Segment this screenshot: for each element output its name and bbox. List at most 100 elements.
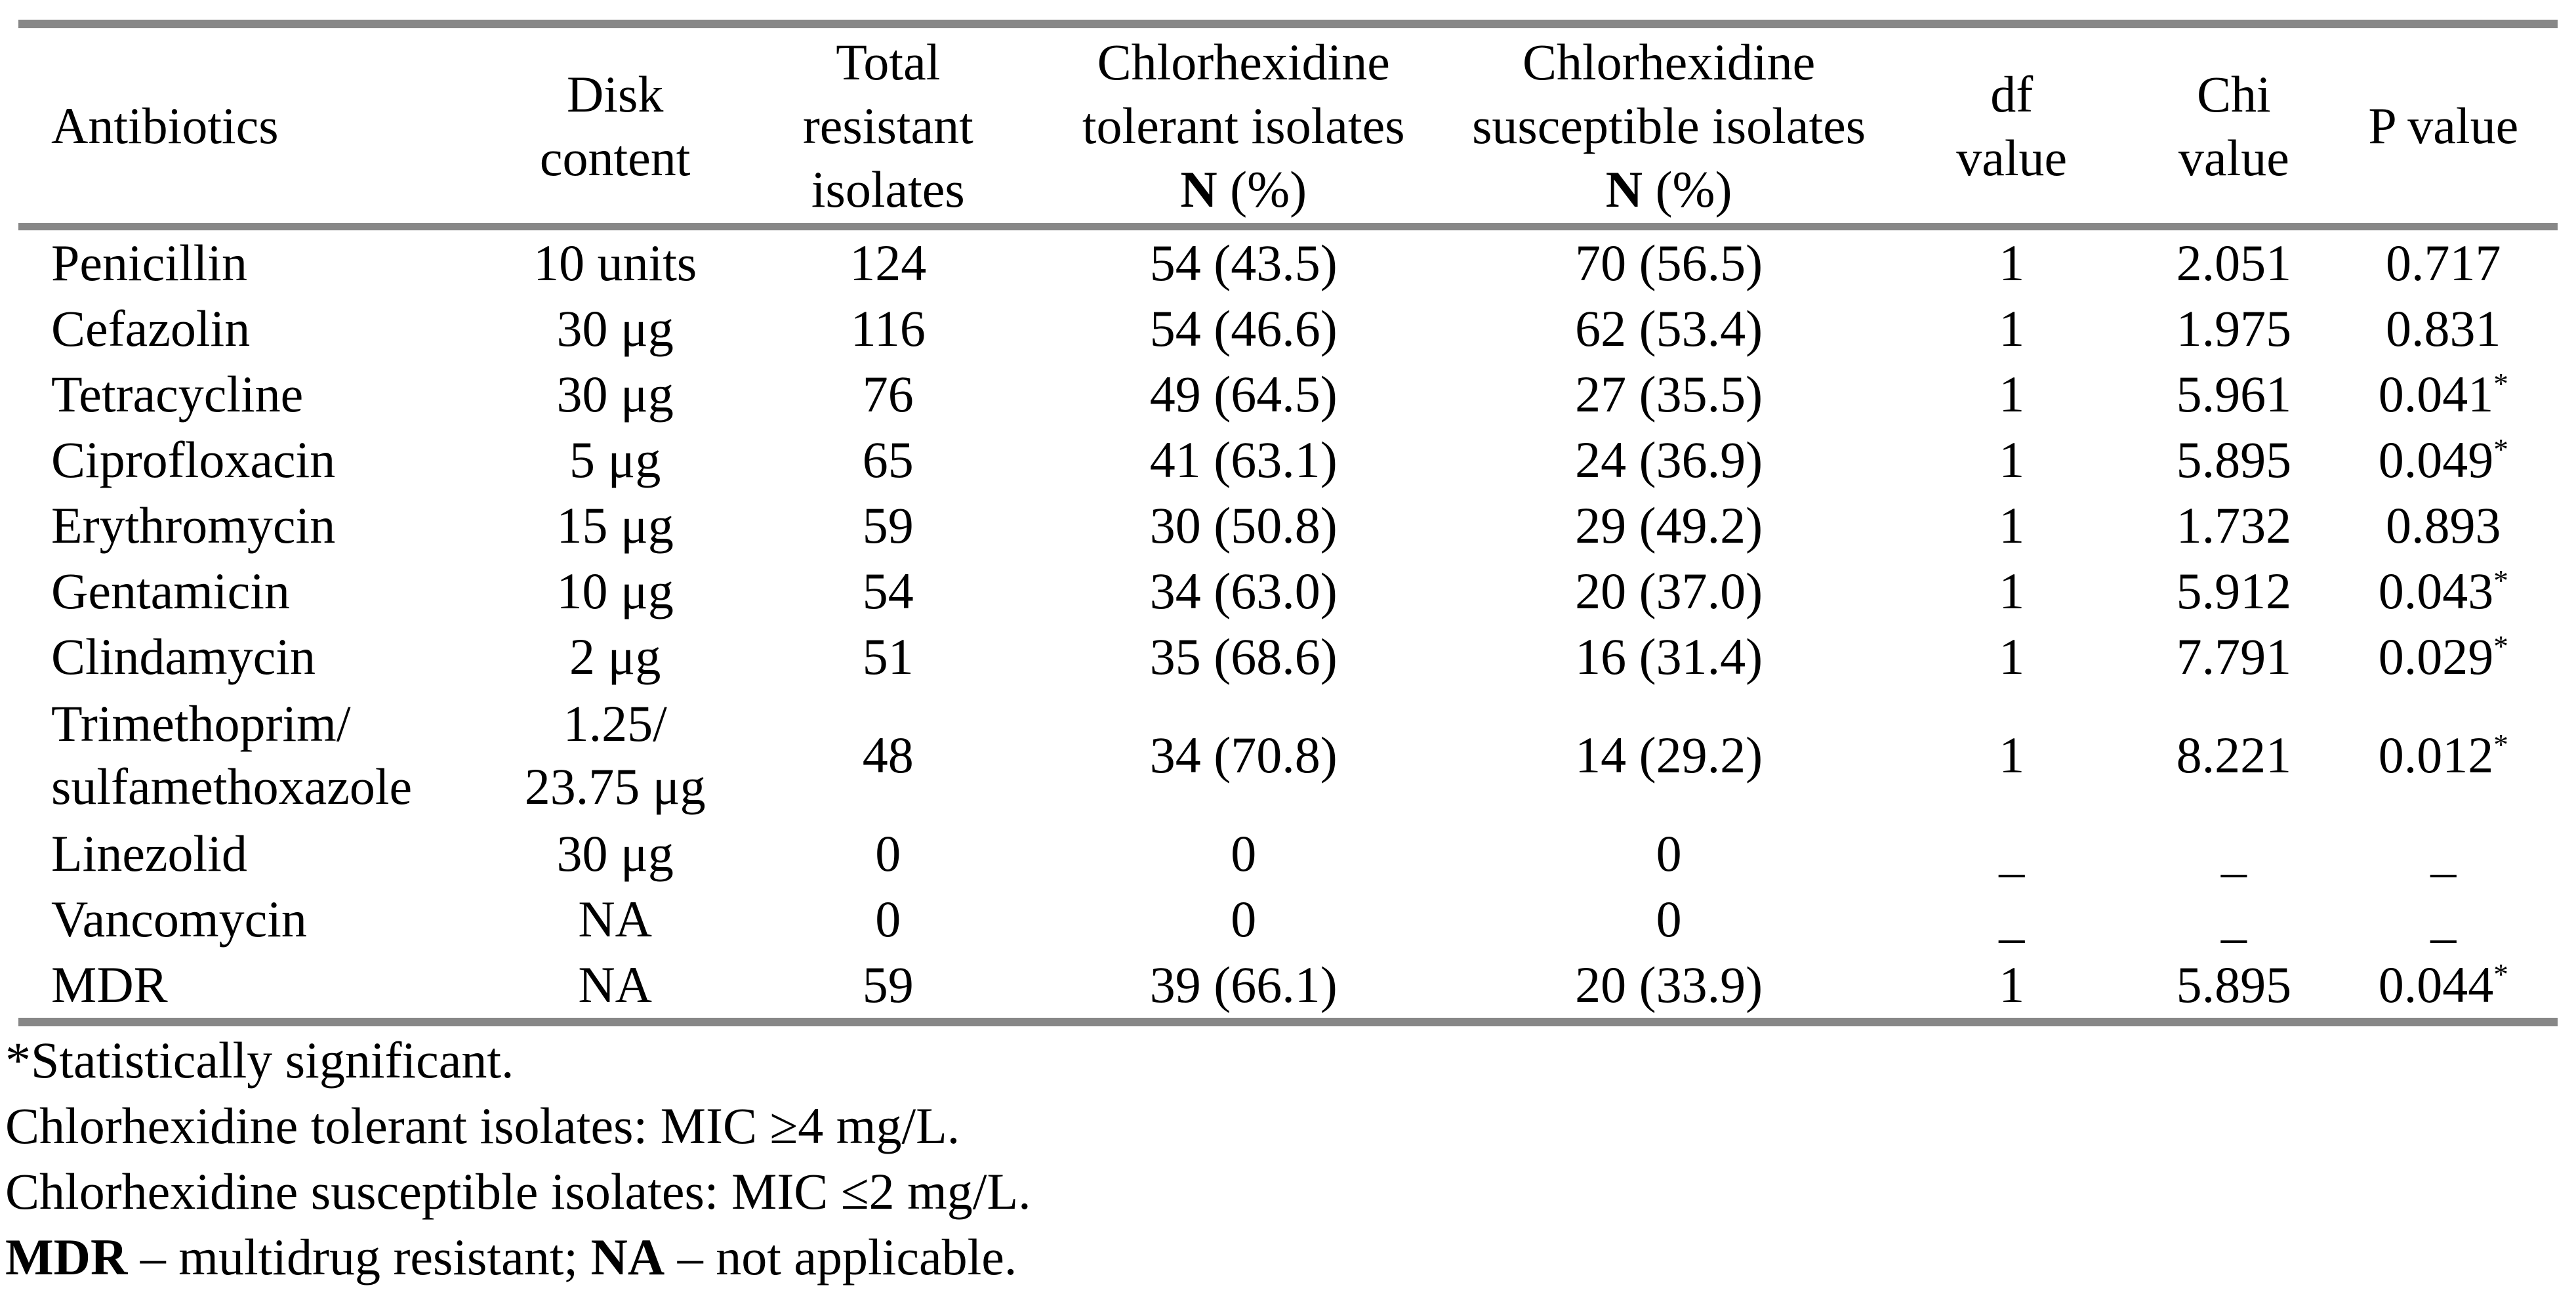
header-p-value: P value xyxy=(2329,24,2558,230)
table-row-gentamicin: Gentamicin 10 μg 54 34 (63.0) 20 (37.0) … xyxy=(18,558,2558,624)
cell-disk-content: NA xyxy=(578,890,652,948)
p-value-text: 0.044 xyxy=(2378,956,2494,1013)
cell-antibiotic: MDR xyxy=(51,956,168,1013)
footnote-susceptible-definition: Chlorhexidine susceptible isolates: MIC … xyxy=(5,1163,1031,1220)
table-wrap: Antibiotics Disk content Total resistant… xyxy=(18,20,2558,1026)
cell-total-resistant: 116 xyxy=(850,300,926,357)
cell-p-value: 0.044* xyxy=(2329,952,2558,1022)
pct-label: (%) xyxy=(1643,161,1732,218)
cell-antibiotic: Gentamicin xyxy=(51,562,290,619)
cell-tolerant: 41 (63.1) xyxy=(1149,431,1338,488)
cell-total-resistant: 124 xyxy=(849,234,927,291)
p-value-text: 0.049 xyxy=(2378,431,2494,488)
p-value-text: _ xyxy=(2430,890,2457,948)
header-row: Antibiotics Disk content Total resistant… xyxy=(18,24,2558,230)
cell-disk-content: 1.25/ 23.75 μg xyxy=(524,695,706,815)
cell-total-resistant: 59 xyxy=(862,956,914,1013)
cell-df: 1 xyxy=(1999,300,2025,357)
cell-susceptible: 24 (36.9) xyxy=(1575,431,1763,488)
significance-asterisk: * xyxy=(2493,564,2508,597)
cell-total-resistant: 59 xyxy=(862,497,914,554)
cell-chi: 2.051 xyxy=(2176,234,2292,291)
table-header: Antibiotics Disk content Total resistant… xyxy=(18,24,2558,230)
table-row-linezolid: Linezolid 30 μg 0 0 0 _ _ _ xyxy=(18,821,2558,887)
cell-df: 1 xyxy=(1999,366,2025,423)
cell-susceptible: 14 (29.2) xyxy=(1575,726,1763,784)
cell-disk-content: NA xyxy=(578,956,652,1013)
cell-tolerant: 35 (68.6) xyxy=(1149,628,1338,685)
footnote-tolerant-definition: Chlorhexidine tolerant isolates: MIC ≥4 … xyxy=(5,1097,960,1154)
mdr-definition: – multidrug resistant; xyxy=(127,1228,591,1286)
mdr-abbrev: MDR xyxy=(5,1228,128,1286)
significance-asterisk: * xyxy=(2493,630,2508,663)
header-tolerant-n-pct: N (%) xyxy=(1034,157,1453,221)
cell-disk-content: 10 units xyxy=(533,234,697,291)
cell-susceptible: 70 (56.5) xyxy=(1575,234,1763,291)
table-row-ciprofloxacin: Ciprofloxacin 5 μg 65 41 (63.1) 24 (36.9… xyxy=(18,427,2558,493)
cell-df: 1 xyxy=(1999,956,2025,1013)
cell-p-value: 0.029* xyxy=(2329,624,2558,690)
table-row-penicillin: Penicillin 10 units 124 54 (43.5) 70 (56… xyxy=(18,227,2558,297)
p-value-text: 0.831 xyxy=(2386,300,2501,357)
antibiotics-resistance-table: Antibiotics Disk content Total resistant… xyxy=(18,20,2558,1026)
cell-p-value: _ xyxy=(2329,887,2558,952)
cell-df: 1 xyxy=(1999,431,2025,488)
cell-p-value: 0.012* xyxy=(2329,690,2558,821)
cell-df: 1 xyxy=(1999,234,2025,291)
cell-p-value: 0.831 xyxy=(2329,296,2558,362)
header-df-value: df value xyxy=(1885,24,2139,230)
cell-total-resistant: 48 xyxy=(862,726,914,784)
cell-susceptible: 62 (53.4) xyxy=(1575,300,1763,357)
cell-antibiotic: Ciprofloxacin xyxy=(51,431,336,488)
cell-tolerant: 34 (70.8) xyxy=(1149,726,1338,784)
cell-disk-content: 10 μg xyxy=(556,562,674,619)
cell-p-value: _ xyxy=(2329,821,2558,887)
significance-asterisk: * xyxy=(2493,433,2508,466)
table-body: Penicillin 10 units 124 54 (43.5) 70 (56… xyxy=(18,227,2558,1022)
table-row-clindamycin: Clindamycin 2 μg 51 35 (68.6) 16 (31.4) … xyxy=(18,624,2558,690)
cell-chi: 5.912 xyxy=(2176,562,2292,619)
cell-antibiotic: Linezolid xyxy=(51,825,247,882)
cell-df: 1 xyxy=(1999,497,2025,554)
cell-disk-content: 15 μg xyxy=(556,497,674,554)
cell-disk-content: 30 μg xyxy=(556,366,674,423)
footnote-abbreviations: MDR – multidrug resistant; NA – not appl… xyxy=(5,1224,2558,1290)
cell-susceptible: 20 (37.0) xyxy=(1575,562,1763,619)
p-value-text: 0.012 xyxy=(2378,726,2494,784)
cell-tolerant: 49 (64.5) xyxy=(1149,366,1338,423)
header-tolerant-isolates: Chlorhexidine tolerant isolates N (%) xyxy=(1034,24,1454,230)
cell-susceptible: 29 (49.2) xyxy=(1575,497,1763,554)
cell-total-resistant: 76 xyxy=(862,366,914,423)
cell-susceptible: 0 xyxy=(1656,890,1682,948)
cell-df: 1 xyxy=(1999,726,2025,784)
cell-chi: 8.221 xyxy=(2176,726,2292,784)
header-susceptible-isolates: Chlorhexidine susceptible isolates N (%) xyxy=(1453,24,1885,230)
cell-p-value: 0.893 xyxy=(2329,493,2558,558)
table-row-erythromycin: Erythromycin 15 μg 59 30 (50.8) 29 (49.2… xyxy=(18,493,2558,558)
cell-chi: 5.895 xyxy=(2176,956,2292,1013)
cell-antibiotic: Vancomycin xyxy=(51,890,307,948)
n-label: N xyxy=(1180,161,1217,218)
cell-df: _ xyxy=(1999,825,2025,882)
cell-antibiotic: Penicillin xyxy=(51,234,247,291)
cell-antibiotic: Tetracycline xyxy=(51,366,304,423)
cell-susceptible: 16 (31.4) xyxy=(1575,628,1763,685)
footnote-significance: *Statistically significant. xyxy=(5,1032,514,1089)
header-antibiotics: Antibiotics xyxy=(18,24,489,230)
cell-chi: 7.791 xyxy=(2176,628,2292,685)
cell-tolerant: 0 xyxy=(1231,890,1257,948)
table-row-cefazolin: Cefazolin 30 μg 116 54 (46.6) 62 (53.4) … xyxy=(18,296,2558,362)
cell-df: 1 xyxy=(1999,628,2025,685)
cell-tolerant: 0 xyxy=(1231,825,1257,882)
cell-susceptible: 27 (35.5) xyxy=(1575,366,1763,423)
cell-antibiotic: Clindamycin xyxy=(51,628,316,685)
p-value-text: 0.029 xyxy=(2378,628,2494,685)
cell-chi: 5.961 xyxy=(2176,366,2292,423)
cell-antibiotic: Trimethoprim/ sulfamethoxazole xyxy=(51,695,413,815)
cell-chi: 1.732 xyxy=(2176,497,2292,554)
cell-df: _ xyxy=(1999,890,2025,948)
header-susceptible-n-pct: N (%) xyxy=(1453,157,1885,221)
p-value-text: 0.041 xyxy=(2378,366,2494,423)
cell-total-resistant: 65 xyxy=(862,431,914,488)
cell-disk-content: 30 μg xyxy=(556,825,674,882)
